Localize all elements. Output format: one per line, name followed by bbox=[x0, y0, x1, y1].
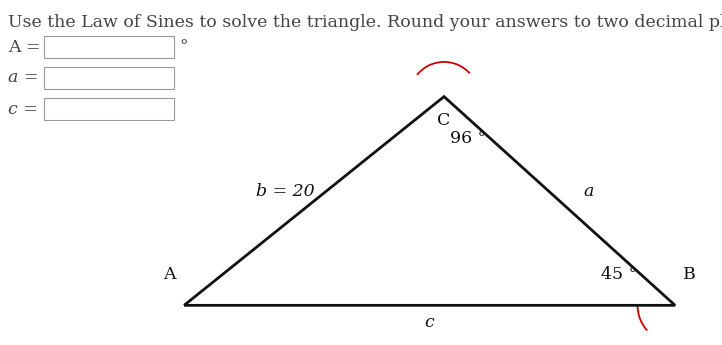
Text: A: A bbox=[163, 266, 176, 283]
Text: 96 °: 96 ° bbox=[450, 130, 486, 147]
Text: c =: c = bbox=[8, 100, 38, 118]
Text: a: a bbox=[583, 183, 593, 200]
Text: C: C bbox=[438, 112, 451, 129]
Bar bbox=[44, 98, 174, 120]
Text: 45 °: 45 ° bbox=[601, 266, 638, 283]
Text: Use the Law of Sines to solve the triangle. Round your answers to two decimal pl: Use the Law of Sines to solve the triang… bbox=[8, 14, 722, 31]
Bar bbox=[44, 67, 174, 89]
Text: a =: a = bbox=[8, 69, 38, 87]
Text: A =: A = bbox=[8, 39, 40, 56]
Text: b = 20: b = 20 bbox=[256, 183, 315, 200]
Text: B: B bbox=[683, 266, 696, 283]
Bar bbox=[44, 36, 174, 58]
Text: c: c bbox=[425, 314, 435, 331]
Text: °: ° bbox=[179, 39, 188, 56]
